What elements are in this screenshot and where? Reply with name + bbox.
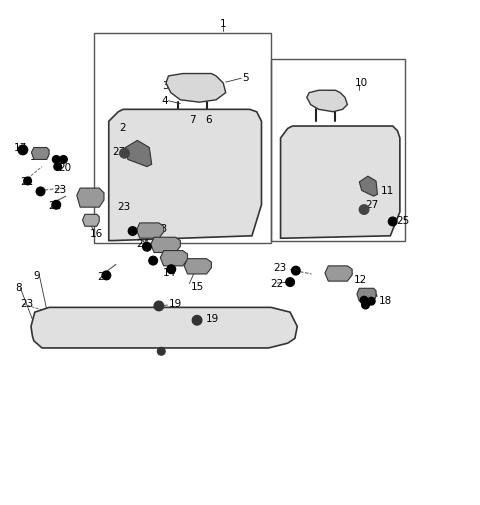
Polygon shape [83, 214, 99, 226]
Polygon shape [31, 308, 297, 348]
Circle shape [286, 278, 294, 286]
Circle shape [52, 200, 60, 209]
Text: 22: 22 [270, 279, 283, 289]
Circle shape [192, 316, 202, 325]
Polygon shape [32, 147, 49, 160]
Circle shape [143, 242, 151, 251]
Text: 19: 19 [205, 314, 219, 324]
Circle shape [52, 156, 60, 163]
Text: 23: 23 [154, 224, 168, 234]
Circle shape [120, 148, 129, 158]
Text: 15: 15 [191, 282, 204, 292]
Text: 26: 26 [132, 149, 146, 160]
Text: 4: 4 [162, 96, 168, 106]
Circle shape [36, 187, 45, 196]
Text: 6: 6 [205, 115, 212, 125]
Circle shape [360, 205, 369, 214]
Text: 1: 1 [220, 19, 227, 29]
Polygon shape [77, 188, 104, 207]
Polygon shape [166, 74, 226, 102]
Text: 20: 20 [364, 291, 377, 301]
Text: 8: 8 [15, 283, 22, 293]
Text: 27: 27 [365, 200, 378, 210]
Bar [95, 33, 271, 243]
Circle shape [362, 301, 369, 309]
Circle shape [102, 271, 111, 280]
Text: 18: 18 [378, 296, 392, 306]
Text: 23: 23 [159, 249, 172, 259]
Polygon shape [281, 126, 400, 238]
Text: 24: 24 [136, 239, 149, 249]
Circle shape [167, 265, 176, 274]
Text: 7: 7 [189, 115, 195, 125]
Text: 22: 22 [48, 200, 61, 211]
Polygon shape [109, 110, 262, 240]
Polygon shape [184, 259, 211, 274]
Text: 5: 5 [242, 73, 249, 83]
Circle shape [360, 296, 368, 304]
Text: 23: 23 [117, 202, 130, 212]
Polygon shape [125, 140, 152, 167]
Text: 11: 11 [381, 186, 394, 196]
Circle shape [149, 257, 157, 265]
Bar [271, 59, 405, 240]
Text: 13: 13 [85, 188, 98, 198]
Polygon shape [360, 176, 377, 196]
Polygon shape [307, 90, 348, 112]
Text: 23: 23 [53, 185, 66, 195]
Text: 9: 9 [34, 271, 40, 281]
Circle shape [128, 227, 137, 235]
Text: 16: 16 [90, 229, 103, 239]
Text: 17: 17 [13, 143, 26, 154]
Text: 23: 23 [274, 263, 287, 273]
Circle shape [54, 163, 61, 170]
Polygon shape [325, 266, 352, 281]
Text: 12: 12 [354, 275, 367, 285]
Circle shape [60, 156, 67, 163]
Text: 10: 10 [355, 78, 368, 88]
Polygon shape [160, 250, 188, 266]
Circle shape [154, 301, 164, 311]
Circle shape [388, 217, 397, 226]
Circle shape [157, 347, 165, 355]
Text: 18: 18 [30, 152, 43, 162]
Text: 14: 14 [163, 268, 176, 278]
Text: 25: 25 [396, 217, 410, 226]
Polygon shape [136, 223, 164, 238]
Text: 23: 23 [21, 299, 34, 309]
Text: 21: 21 [21, 177, 34, 187]
Polygon shape [357, 288, 376, 301]
Circle shape [18, 145, 28, 155]
Circle shape [367, 297, 375, 305]
Text: 20: 20 [59, 163, 72, 173]
Text: 3: 3 [162, 81, 168, 91]
Text: 27: 27 [112, 147, 125, 157]
Circle shape [291, 266, 300, 275]
Polygon shape [151, 237, 180, 252]
Text: 19: 19 [168, 299, 181, 309]
Text: 2: 2 [120, 123, 126, 133]
Text: 22: 22 [97, 272, 110, 282]
Circle shape [24, 177, 32, 185]
